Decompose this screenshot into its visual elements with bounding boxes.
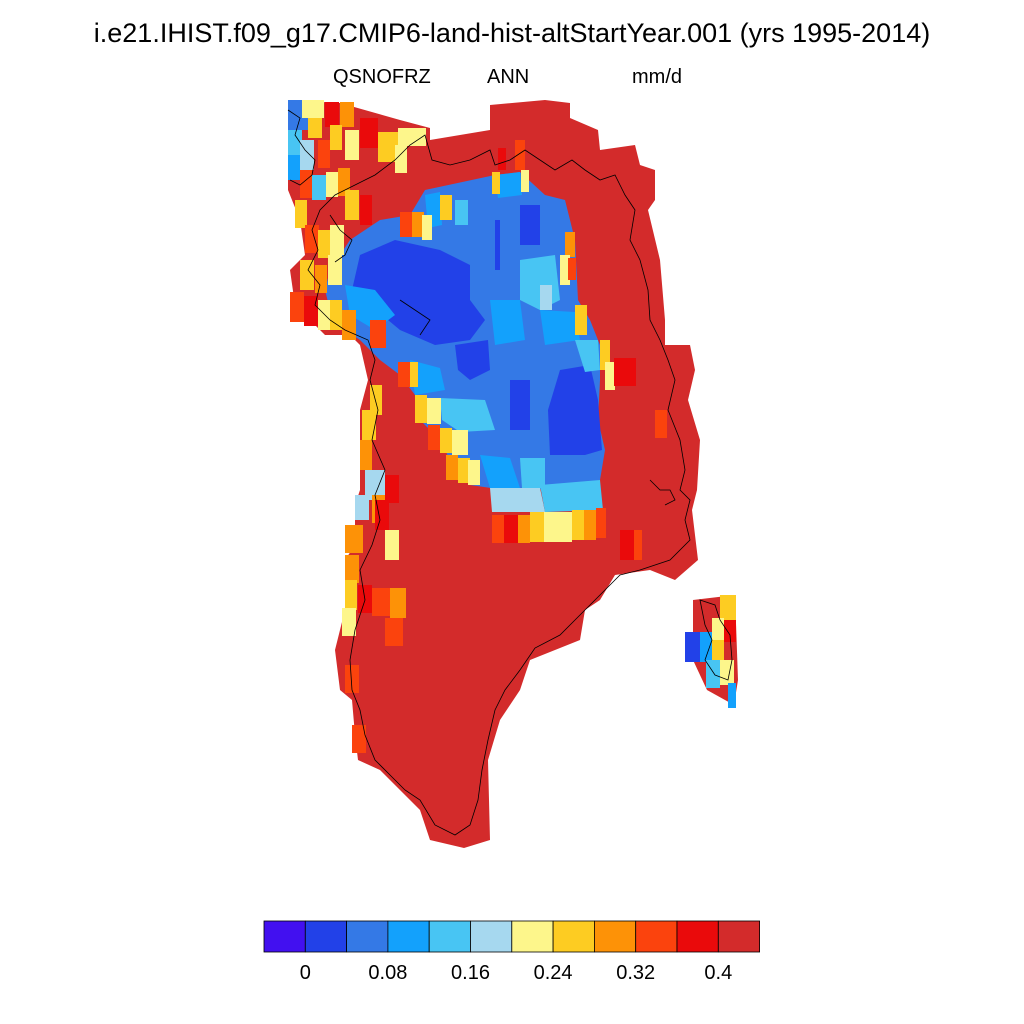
- field-northwest-cells: [288, 100, 426, 348]
- colorbar-swatch: [304, 920, 347, 953]
- colorbar-tick-label: 0.24: [533, 962, 573, 984]
- field-island-cells: [685, 595, 736, 708]
- colorbar-tick-label: 0.32: [616, 962, 656, 984]
- colorbar: [263, 920, 760, 953]
- colorbar-swatch: [470, 920, 513, 953]
- field-west-coast-cells: [342, 385, 406, 753]
- colorbar-swatch: [594, 920, 637, 953]
- colorbar-swatch: [428, 920, 471, 953]
- colorbar-swatch: [552, 920, 595, 953]
- colorbar-tick-label: 0: [299, 962, 311, 984]
- season-label: ANN: [487, 66, 530, 88]
- colorbar-swatch: [717, 920, 760, 953]
- colorbar-tick-label: 0.08: [368, 962, 408, 984]
- map-title: i.e21.IHIST.f09_g17.CMIP6-land-hist-altS…: [93, 18, 931, 48]
- field-transition-cells: [398, 140, 667, 560]
- colorbar-swatch: [635, 920, 678, 953]
- colorbar-swatch: [511, 920, 554, 953]
- coastline: [287, 109, 733, 836]
- colorbar-swatch: [346, 920, 389, 953]
- colorbar-tick-label: 0.4: [704, 962, 733, 984]
- colorbar-swatch: [676, 920, 719, 953]
- colorbar-swatch: [263, 920, 306, 953]
- variable-label: QSNOFRZ: [333, 66, 431, 88]
- colorbar-tick-label: 0.16: [451, 962, 490, 984]
- field-low-core: [325, 172, 605, 512]
- colorbar-swatch: [387, 920, 430, 953]
- units-label: mm/d: [632, 66, 682, 88]
